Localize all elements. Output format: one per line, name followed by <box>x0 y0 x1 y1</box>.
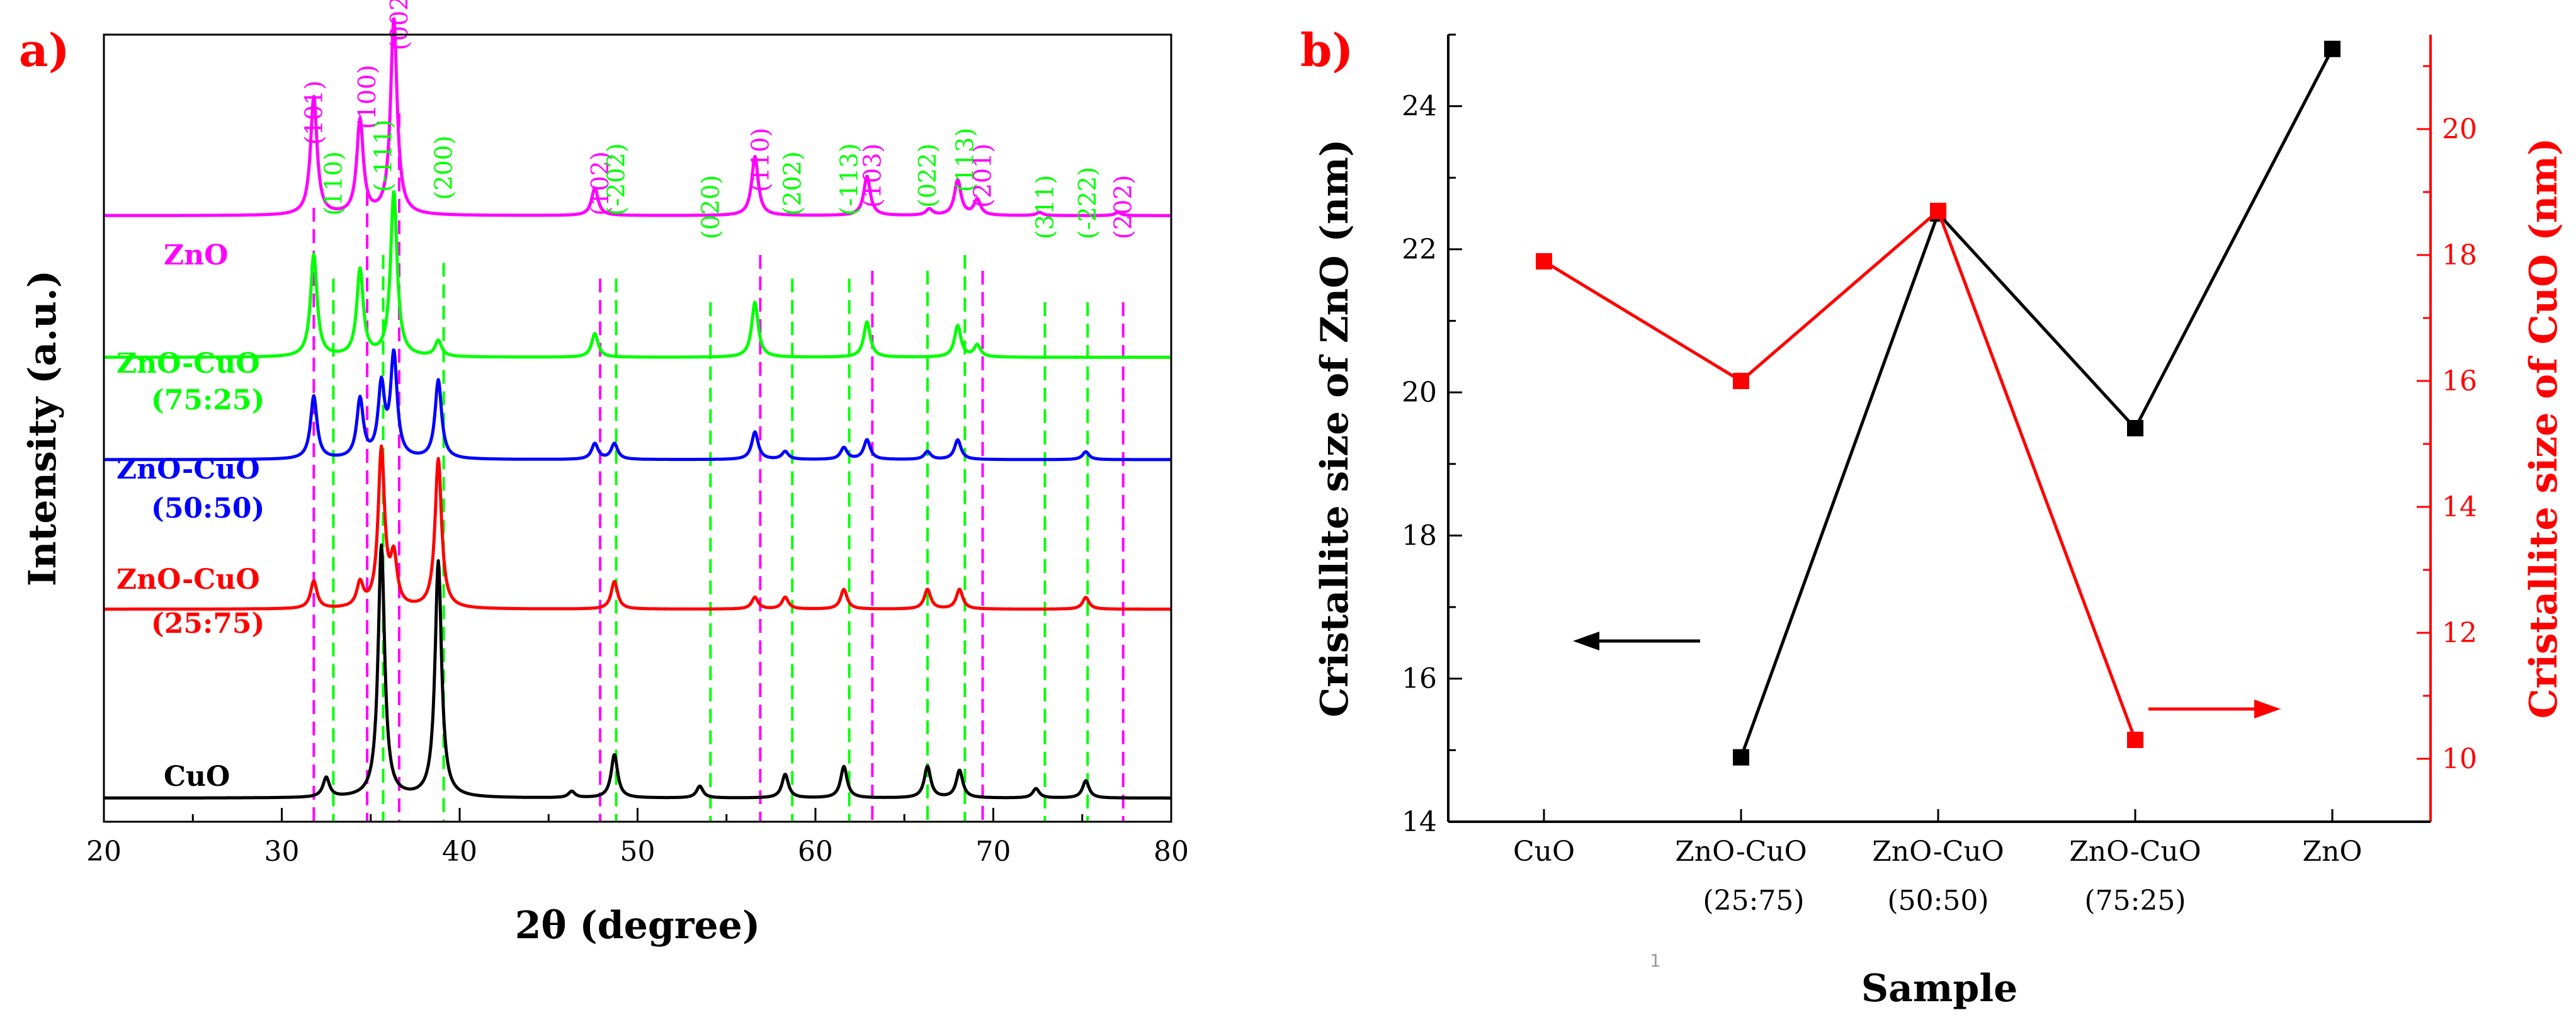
panel-b-label: b) <box>1300 23 1353 77</box>
peak-label: (100) <box>353 65 381 129</box>
peak-label: (201) <box>969 144 997 208</box>
xrd-curve-4 <box>103 543 1172 800</box>
peak-label: (200) <box>430 135 458 200</box>
y-axis-label-left-b: Cristallite size of ZnO (nm) <box>1313 139 1357 718</box>
peak-label: (110) <box>319 151 347 215</box>
right-y-tick-label: 20 <box>2442 113 2477 145</box>
right-y-tick-label: 18 <box>2442 239 2477 271</box>
series-marker-zno <box>2127 420 2143 436</box>
peak-label: (-202) <box>603 143 630 215</box>
x-category-label: ZnO-CuO <box>2069 836 2201 868</box>
right-y-axis-b: 10 12 14 16 18 20 <box>2417 35 2477 822</box>
arrow-left-head-icon <box>1573 632 1599 650</box>
plot-frame-a <box>103 33 1172 823</box>
left-y-tick-label: 22 <box>1402 234 1437 266</box>
x-category-label: ZnO-CuO <box>1675 836 1807 868</box>
axis-arrows <box>1573 632 2281 718</box>
peak-label: (202) <box>1109 175 1137 239</box>
peak-labels: (101)(110)(100)(-111)(002)(200) (102)(-20… <box>300 0 1137 239</box>
panel-a-label: a) <box>19 23 70 77</box>
x-axis-label-a: 2θ (degree) <box>515 904 760 948</box>
x-tick-label: 80 <box>1154 836 1189 868</box>
peak-label: (101) <box>300 81 327 145</box>
x-category-label: CuO <box>1513 836 1575 868</box>
xrd-series <box>103 17 1172 800</box>
xrd-curve-0 <box>103 17 1172 217</box>
left-y-axis-b: 14 16 18 20 22 24 <box>1402 33 1462 838</box>
series-marker-cuo <box>1536 253 1552 270</box>
panel-a: a) (101)(110)(100)(-111)(002)(200) (102)(… <box>19 0 1189 948</box>
xrd-curve-3 <box>103 444 1172 611</box>
peak-label: (113) <box>951 128 979 192</box>
x-tick-label: 50 <box>620 836 655 868</box>
x-tick-label: 70 <box>976 836 1011 868</box>
x-tick-label: 20 <box>86 836 122 868</box>
peak-label: (102) <box>586 151 614 215</box>
series-label-zno: ZnO <box>164 239 228 271</box>
series-marker-zno <box>1733 749 1749 766</box>
series-labels: ZnO ZnO-CuO (75:25) ZnO-CuO (50:50) ZnO-… <box>116 239 264 793</box>
x-tick-label: 40 <box>442 836 477 868</box>
peak-label: (002) <box>385 0 413 50</box>
right-y-tick-label: 10 <box>2442 743 2477 775</box>
right-y-tick-label: 12 <box>2442 617 2477 649</box>
left-y-tick-label: 16 <box>1402 663 1437 695</box>
x-category-sublabel: (50:50) <box>1887 885 1989 917</box>
left-y-tick-label: 18 <box>1402 519 1437 552</box>
series-label-zno-cuo-75-25: ZnO-CuO <box>116 348 260 380</box>
series-line-zno <box>1739 48 2334 758</box>
series-marker-zno <box>2324 40 2341 57</box>
x-axis-b: CuO ZnO-CuO (25:75) ZnO-CuO (50:50) ZnO-CuO (7… <box>1448 809 2431 917</box>
right-y-tick-label: 16 <box>2442 365 2477 397</box>
left-y-tick-label: 14 <box>1402 806 1437 838</box>
right-y-tick-label: 14 <box>2442 491 2477 523</box>
y-axis-label-a: Intensity (a.u.) <box>21 270 65 586</box>
x-category-label: ZnO-CuO <box>1872 836 2004 868</box>
size-series <box>1536 40 2341 766</box>
series-marker-cuo <box>1733 373 1749 389</box>
peak-label: (-111) <box>370 120 397 192</box>
series-marker-cuo <box>1930 203 1946 219</box>
left-y-tick-label: 20 <box>1402 377 1437 409</box>
arrow-right-head-icon <box>2254 700 2281 718</box>
left-y-tick-label: 24 <box>1402 91 1437 123</box>
series-label-zno-cuo-50-50: ZnO-CuO <box>116 453 260 485</box>
peak-label: (022) <box>914 144 941 208</box>
xrd-curve-1 <box>103 190 1172 359</box>
peak-label: (311) <box>1031 175 1058 239</box>
series-label-zno-cuo-25-75: ZnO-CuO <box>116 564 260 596</box>
stray-mark: 1 <box>1650 950 1661 971</box>
peak-label: (202) <box>778 151 806 215</box>
series-sublabel-25-75: (25:75) <box>151 608 264 640</box>
x-category-sublabel: (75:25) <box>2084 885 2186 917</box>
x-axis-ticks-a: 20 30 40 50 60 70 80 <box>86 808 1189 868</box>
x-tick-label: 30 <box>264 836 300 868</box>
y-axis-label-right-b: Cristallite size of CuO (nm) <box>2522 138 2566 719</box>
series-sublabel-75-25: (75:25) <box>151 384 264 416</box>
series-line-cuo <box>1543 209 2137 740</box>
x-tick-label: 60 <box>798 836 833 868</box>
peak-label: (020) <box>696 175 724 239</box>
peak-label: (-113) <box>836 143 863 215</box>
peak-label: (103) <box>858 144 886 208</box>
peak-label: (110) <box>746 128 774 192</box>
series-marker-cuo <box>2127 732 2143 748</box>
x-category-sublabel: (25:75) <box>1703 885 1804 917</box>
xrd-curve-2 <box>103 348 1172 462</box>
peak-label: (-222) <box>1074 167 1101 239</box>
x-axis-label-b: Sample <box>1861 967 2018 1011</box>
x-category-label: ZnO <box>2303 836 2363 868</box>
panel-b: b) 14 16 18 20 22 24 10 12 14 16 18 20 CuO ZnO-CuO (… <box>1300 23 2566 1011</box>
series-label-cuo: CuO <box>164 761 230 793</box>
series-sublabel-50-50: (50:50) <box>151 492 264 525</box>
